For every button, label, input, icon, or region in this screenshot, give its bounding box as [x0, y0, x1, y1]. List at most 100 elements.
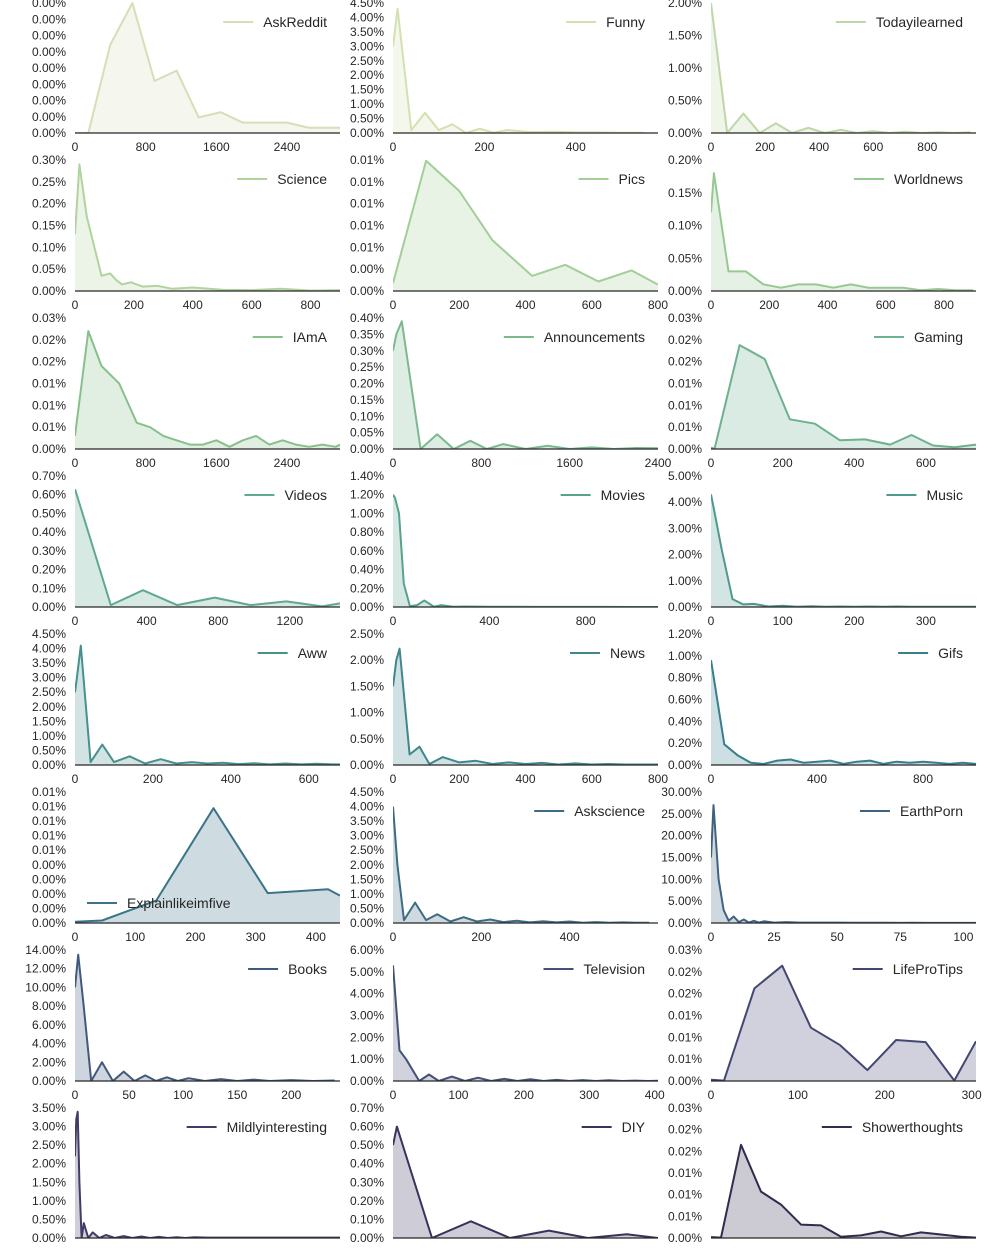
- y-tick-label: 0.02%: [668, 333, 702, 347]
- y-tick-label: 0.01%: [32, 785, 66, 799]
- y-tick-label: 1.50%: [32, 1175, 66, 1189]
- x-tick-label: 600: [582, 772, 602, 786]
- panel-diy: 0.00% 0.10% 0.20% 0.30% 0.40% 0.50% 0.60% 0.70%…: [350, 1101, 658, 1245]
- y-tick-label: 0.50%: [350, 112, 384, 126]
- legend: LifeProTips: [852, 961, 963, 977]
- x-tick-label: 150: [227, 1088, 247, 1102]
- series-area: [711, 345, 976, 449]
- y-tick-label: 1.00%: [668, 649, 702, 663]
- y-tick-label: 3.00%: [32, 671, 66, 685]
- panel-iama: 0.00% 0.01% 0.01% 0.01% 0.02% 0.02% 0.03% 0 800 1…: [32, 311, 340, 470]
- y-tick-label: 1.20%: [668, 627, 702, 641]
- x-tick-label: 800: [913, 772, 933, 786]
- x-tick-label: 0: [708, 614, 715, 628]
- legend-label: AskReddit: [263, 14, 327, 30]
- x-tick-label: 300: [916, 614, 936, 628]
- legend: IAmA: [252, 329, 328, 345]
- series-area: [393, 160, 658, 291]
- panel-funny: 0.00%0.50%1.00%1.50%2.00%2.50%3.00%3.50%…: [350, 0, 658, 154]
- y-tick-label: 2.50%: [32, 685, 66, 699]
- y-tick-label: 0.10%: [350, 409, 384, 423]
- x-tick-label: 600: [242, 298, 262, 312]
- x-tick-label: 400: [807, 772, 827, 786]
- x-tick-label: 200: [449, 772, 469, 786]
- legend-label: Askscience: [574, 803, 645, 819]
- y-tick-label: 2.50%: [350, 54, 384, 68]
- y-tick-label: 0.00%: [668, 126, 702, 140]
- y-tick-label: 0.10%: [32, 240, 66, 254]
- y-tick-label: 1.40%: [350, 469, 384, 483]
- y-tick-label: 2.00%: [350, 68, 384, 82]
- legend-label: Announcements: [544, 329, 645, 345]
- y-tick-label: 0.01%: [668, 398, 702, 412]
- legend-label: News: [610, 645, 645, 661]
- y-tick-label: 1.00%: [668, 61, 702, 75]
- y-tick-label: 3.50%: [350, 814, 384, 828]
- x-tick-label: 200: [773, 456, 793, 470]
- panel-videos: 0.00% 0.10% 0.20% 0.30% 0.40% 0.50% 0.60% 0.70%…: [32, 469, 340, 628]
- x-tick-label: 0: [390, 614, 397, 628]
- series-line: [75, 330, 340, 448]
- y-tick-label: 4.00%: [32, 642, 66, 656]
- legend-label: Movies: [601, 487, 645, 503]
- x-tick-label: 400: [645, 1088, 665, 1102]
- y-tick-label: 0.00%: [32, 45, 66, 59]
- x-tick-label: 200: [449, 298, 469, 312]
- y-tick-label: 0.00%: [32, 126, 66, 140]
- x-tick-label: 300: [579, 1088, 599, 1102]
- y-tick-label: 0.05%: [668, 251, 702, 265]
- x-tick-label: 100: [953, 930, 973, 944]
- y-tick-label: 0.00%: [32, 0, 66, 10]
- y-tick-label: 0.00%: [350, 284, 384, 298]
- y-tick-label: 0.00%: [350, 262, 384, 276]
- y-tick-label: 0.40%: [350, 311, 384, 325]
- series-area: [75, 645, 340, 765]
- x-tick-label: 600: [876, 298, 896, 312]
- y-tick-label: 0.00%: [32, 61, 66, 75]
- y-tick-label: 1.50%: [32, 714, 66, 728]
- series-line: [75, 488, 340, 607]
- legend-label: DIY: [622, 1119, 646, 1135]
- y-tick-label: 0.25%: [32, 175, 66, 189]
- y-tick-label: 0.30%: [32, 544, 66, 558]
- x-tick-label: 0: [72, 298, 79, 312]
- x-tick-label: 2400: [274, 140, 301, 154]
- y-tick-label: 0.01%: [32, 843, 66, 857]
- x-tick-label: 400: [183, 298, 203, 312]
- x-tick-label: 400: [137, 614, 157, 628]
- x-tick-label: 0: [390, 930, 397, 944]
- y-tick-label: 3.00%: [350, 1009, 384, 1023]
- y-tick-label: 0.01%: [32, 800, 66, 814]
- legend: Gifs: [898, 645, 963, 661]
- series-line: [711, 172, 974, 291]
- y-tick-label: 5.00%: [668, 894, 702, 908]
- panel-worldnews: 0.00% 0.05% 0.10% 0.15% 0.20% 0 200 400 600 800 Wo…: [668, 153, 976, 312]
- x-tick-label: 600: [916, 456, 936, 470]
- y-tick-label: 0.15%: [668, 186, 702, 200]
- y-tick-label: 0.00%: [668, 442, 702, 456]
- x-tick-label: 1200: [277, 614, 304, 628]
- x-tick-label: 0: [390, 456, 397, 470]
- y-tick-label: 0.40%: [668, 714, 702, 728]
- y-tick-label: 3.00%: [350, 829, 384, 843]
- legend-label: Worldnews: [894, 171, 963, 187]
- y-tick-label: 0.20%: [350, 377, 384, 391]
- y-tick-label: 0.20%: [350, 581, 384, 595]
- y-tick-label: 0.03%: [668, 943, 702, 957]
- y-tick-label: 0.00%: [32, 110, 66, 124]
- series-area: [75, 489, 340, 607]
- y-tick-label: 0.00%: [32, 916, 66, 930]
- y-tick-label: 1.00%: [32, 729, 66, 743]
- y-tick-label: 6.00%: [350, 943, 384, 957]
- x-tick-label: 0: [390, 298, 397, 312]
- legend: Mildlyinteresting: [186, 1119, 327, 1135]
- y-tick-label: 10.00%: [25, 980, 66, 994]
- x-tick-label: 100: [773, 614, 793, 628]
- y-tick-label: 0.50%: [32, 506, 66, 520]
- y-tick-label: 0.03%: [32, 311, 66, 325]
- y-tick-label: 0.00%: [350, 1231, 384, 1245]
- legend: Todayilearned: [835, 14, 963, 30]
- legend-label: IAmA: [293, 329, 328, 345]
- x-tick-label: 100: [125, 930, 145, 944]
- series-line: [393, 320, 658, 449]
